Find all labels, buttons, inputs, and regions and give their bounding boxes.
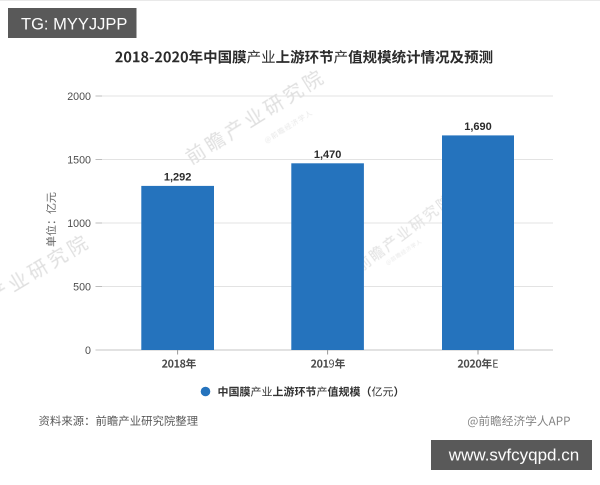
svg-text:1,292: 1,292 [164,171,192,183]
svg-text:TG: MYYJJPP: TG: MYYJJPP [21,16,127,34]
svg-text:0: 0 [85,345,91,357]
svg-text:1,690: 1,690 [464,121,492,133]
svg-text:2000: 2000 [67,91,91,103]
svg-text:1,470: 1,470 [314,149,342,161]
svg-text:1000: 1000 [67,218,91,230]
svg-text:www.svfcyqpd.cn: www.svfcyqpd.cn [448,446,579,465]
svg-text:500: 500 [73,282,91,294]
svg-text:1500: 1500 [67,155,91,167]
